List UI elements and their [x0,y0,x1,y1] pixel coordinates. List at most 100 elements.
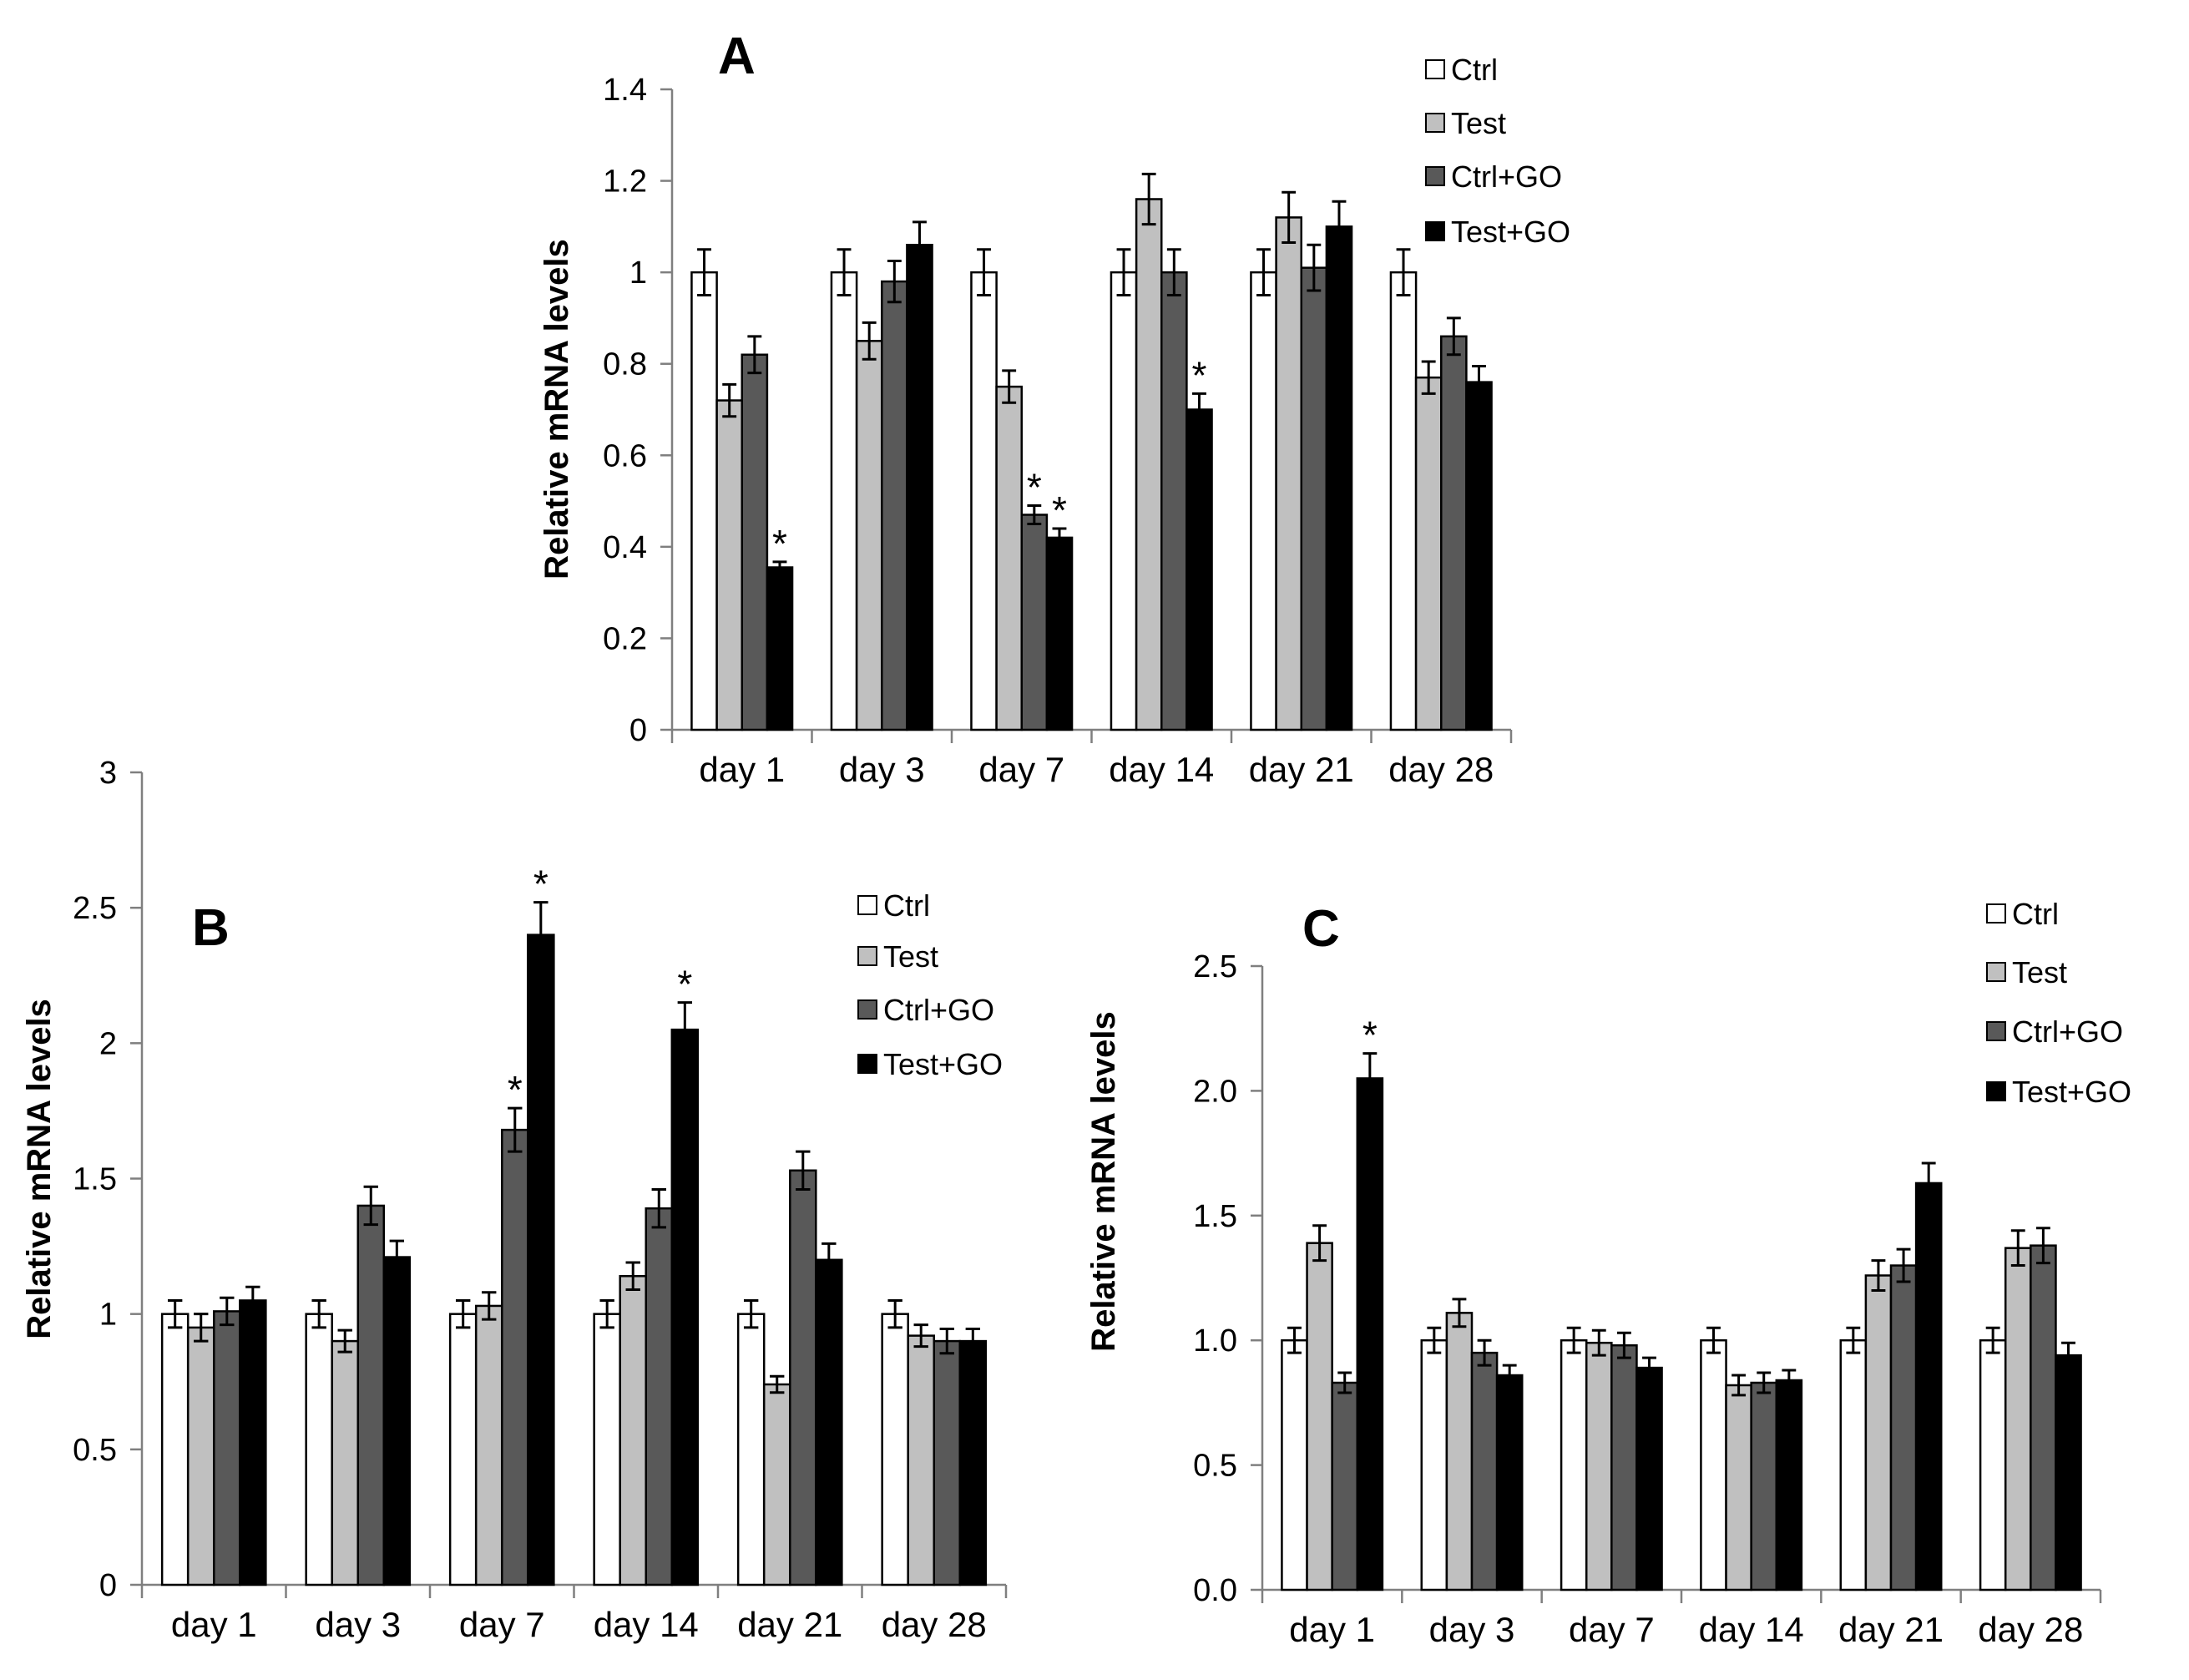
bar-ctrl [305,1313,333,1586]
legend-label: Test+GO [2012,1075,2131,1109]
bar-test-go [766,566,794,731]
bar-ctrl-go [1020,514,1049,731]
bar-test [762,1383,791,1586]
bar-ctrl [1250,271,1277,731]
y-tick-label: 1.0 [1193,1323,1237,1359]
x-tick-label: day 14 [1699,1610,1804,1649]
bar-ctrl [970,271,998,731]
panel-label: B [192,899,230,957]
bar-test-go [906,244,933,731]
bar-test-go [2055,1354,2082,1591]
bar-test-go [1325,225,1353,731]
bar-test-go [1185,408,1213,731]
bar-test [715,399,743,731]
y-tick-label: 1.4 [603,73,647,108]
bar-ctrl-go [1889,1264,1918,1591]
x-tick-label: day 7 [978,750,1064,789]
x-tick-label: day 28 [1388,750,1494,789]
legend-swatch [1986,1081,2006,1101]
bar-ctrl-go [501,1128,529,1586]
x-tick-label: day 7 [459,1605,545,1644]
legend-label: Test [883,939,938,974]
y-tick-label: 0.5 [1193,1449,1237,1484]
bar-test [474,1304,503,1586]
x-tick-label: day 28 [1978,1610,2083,1649]
bar-test [855,340,883,731]
bar-test [1414,376,1443,731]
bar-ctrl [1979,1338,2007,1591]
legend-swatch [1425,166,1445,186]
bar-test [2004,1247,2032,1591]
bar-ctrl [1420,1338,1448,1591]
bar-test [1585,1341,1613,1591]
bar-ctrl-go [1470,1351,1499,1591]
legend-swatch [857,946,877,966]
significance-star: * [1362,1014,1378,1057]
bar-test-go [670,1028,700,1586]
bar-test-go [1045,536,1074,731]
bar-test-go [1914,1182,1943,1591]
legend-swatch [1986,903,2006,923]
legend-label: Ctrl [1451,53,1498,87]
legend-label: Ctrl [883,888,930,923]
legend-swatch [857,895,877,915]
bar-test-go [239,1299,267,1586]
bar-ctrl [1389,271,1418,731]
legend-swatch [857,999,877,1020]
bar-test [1864,1274,1893,1591]
y-tick-label: 0.2 [603,621,647,656]
y-tick-label: 0.4 [603,530,647,565]
y-tick-label: 1.5 [1193,1199,1237,1234]
y-tick-label: 1 [99,1298,117,1333]
bar-test [1725,1384,1752,1591]
bar-ctrl-go [1750,1381,1778,1591]
bar-test-go [1635,1366,1663,1591]
bar-ctrl-go [645,1207,674,1586]
legend-swatch [1425,221,1445,241]
x-tick-label: day 3 [839,750,925,789]
y-tick-label: 1.2 [603,164,647,200]
legend-label: Ctrl [2012,897,2059,931]
panel-label: A [718,28,756,85]
bar-test [1445,1312,1474,1591]
bar-test [1306,1242,1333,1591]
bar-ctrl-go [2030,1244,2057,1591]
legend-swatch [1986,1021,2006,1041]
bar-ctrl [593,1313,621,1586]
legend-label: Test [1451,106,1506,140]
bar-test-go [1356,1077,1384,1591]
x-tick-label: day 3 [315,1605,401,1644]
significance-star: * [1052,488,1067,532]
y-tick-label: 0.6 [603,438,647,473]
significance-star: * [1027,466,1042,509]
bar-ctrl-go [789,1169,817,1586]
panel-a-chart: 0 0.2 0.4 0.6 0.8 1 1.2 1.4 day 1 day 3 day 7 day 1… [538,28,1570,789]
legend-label: Test [2012,955,2067,989]
y-tick-label: 2.5 [73,891,117,926]
significance-star: * [533,863,549,906]
x-tick-label: day 3 [1429,1610,1515,1649]
y-tick-label: 2 [99,1026,117,1061]
bar-ctrl [1560,1338,1588,1591]
bar-test [907,1334,935,1586]
x-tick-label: day 1 [1289,1610,1375,1649]
legend-label: Test+GO [1451,215,1570,249]
bar-test-go [958,1339,988,1586]
x-tick-label: day 28 [882,1605,987,1644]
bar-ctrl [1839,1338,1868,1591]
y-axis-title: Relative mRNA levels [21,999,58,1339]
legend-label: Ctrl+GO [883,993,994,1027]
x-tick-label: day 14 [594,1605,699,1644]
x-tick-label: day 21 [1838,1610,1944,1649]
bar-ctrl-go [1440,335,1468,731]
y-tick-label: 0.8 [603,347,647,382]
significance-star: * [772,522,787,565]
bar-test-go [1495,1374,1524,1591]
bar-test [186,1326,215,1586]
bar-test-go [527,934,555,1586]
bar-ctrl [830,271,858,731]
x-tick-label: day 21 [1249,750,1354,789]
bar-ctrl-go [213,1310,241,1586]
x-tick-label: day 21 [737,1605,842,1644]
bar-ctrl [736,1313,766,1586]
